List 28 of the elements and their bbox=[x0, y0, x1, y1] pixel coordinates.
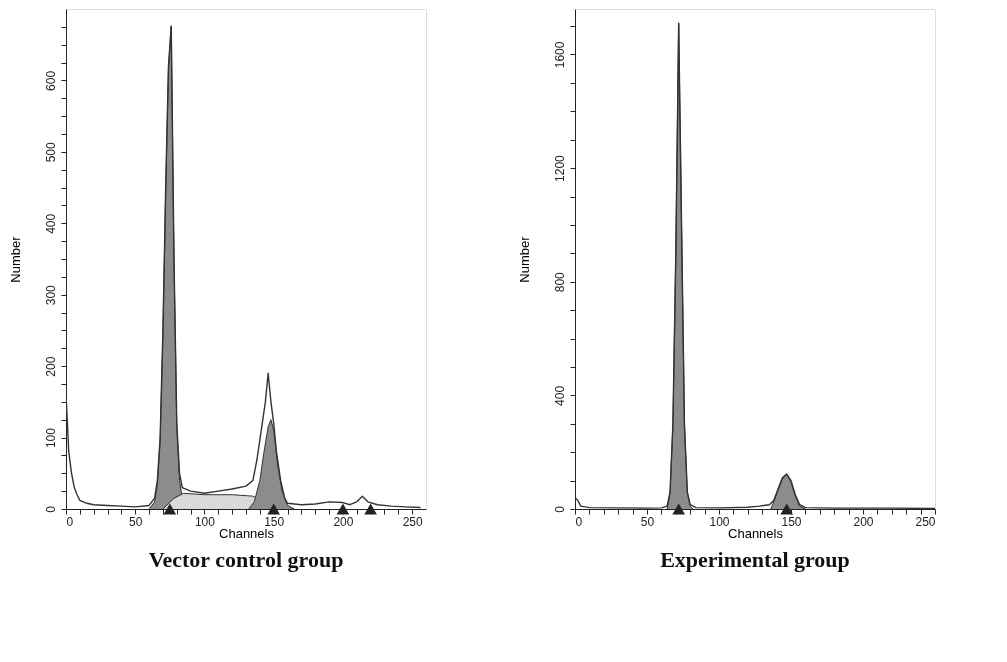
x-axis-title: Channels bbox=[728, 525, 784, 541]
x-tick-label: 100 bbox=[194, 514, 216, 529]
y-tick-label: 300 bbox=[43, 284, 58, 306]
y-tick-label: 1200 bbox=[552, 154, 567, 182]
y-tick-label: 1600 bbox=[552, 41, 567, 69]
x-tick-label: 200 bbox=[333, 514, 354, 529]
x-tick-label: 50 bbox=[129, 514, 143, 529]
y-tick-label: 400 bbox=[552, 385, 567, 406]
x-tick-label: 250 bbox=[402, 514, 423, 529]
y-axis-title: Number bbox=[516, 235, 532, 283]
text: Vector control group bbox=[148, 547, 344, 572]
x-tick-label: 50 bbox=[640, 514, 655, 529]
y-tick-label: 200 bbox=[43, 356, 58, 377]
y-tick-label: 100 bbox=[43, 427, 58, 449]
x-tick-label: 100 bbox=[709, 514, 730, 529]
y-tick-label: 0 bbox=[552, 505, 567, 513]
text: Experimental group bbox=[660, 547, 850, 572]
y-tick-label: 800 bbox=[552, 271, 567, 293]
y-tick-label: 500 bbox=[43, 142, 58, 163]
x-tick-label: 150 bbox=[781, 514, 802, 529]
y-tick-label: 400 bbox=[43, 213, 58, 234]
y-tick-label: 600 bbox=[43, 70, 58, 91]
y-tick-label: 0 bbox=[43, 505, 58, 513]
x-tick-label: 200 bbox=[853, 514, 874, 529]
x-tick-label: 250 bbox=[915, 514, 936, 529]
y-axis-title: Number bbox=[7, 235, 23, 283]
x-tick-label: 0 bbox=[66, 514, 74, 529]
x-tick-label: 0 bbox=[575, 514, 583, 529]
